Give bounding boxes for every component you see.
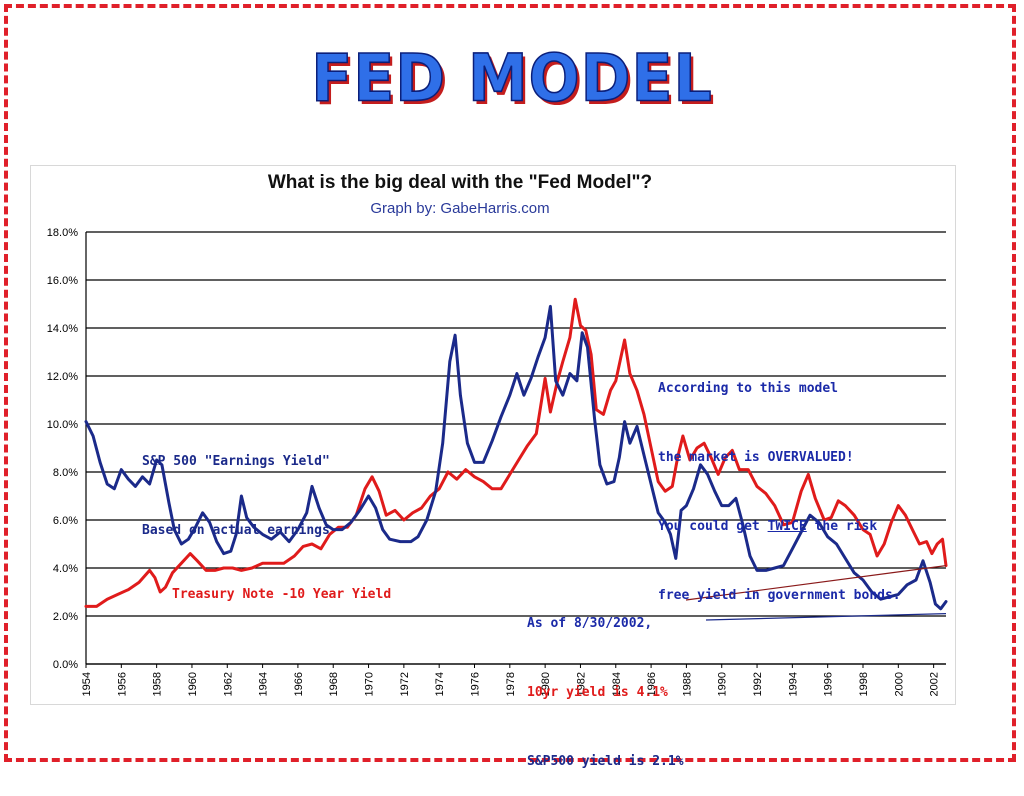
x-tick-label: 1984: [611, 672, 623, 696]
earnings-yield-label: S&P 500 "Earnings Yield" Based on actual…: [142, 404, 330, 565]
pointer-sp500-yield: [705, 613, 947, 621]
y-tick-label: 2.0%: [53, 611, 78, 623]
earnings-yield-label-line2: Based on actual earnings: [142, 523, 330, 538]
y-tick-label: 6.0%: [53, 515, 78, 527]
x-tick-label: 1988: [681, 672, 693, 696]
series-sp500-earnings-yield: [84, 304, 948, 611]
overvalued-note: According to this model the market is OV…: [658, 331, 901, 630]
y-tick-label: 8.0%: [53, 467, 78, 479]
overvalued-note-line3-post: the risk: [806, 519, 878, 534]
plot-area: [86, 232, 946, 664]
slide-title: FED MODEL: [311, 40, 713, 117]
y-tick-label: 12.0%: [47, 371, 78, 383]
x-tick-label: 1960: [187, 672, 199, 696]
x-tick-label: 1972: [399, 672, 411, 696]
x-tick-label: 1958: [152, 672, 164, 696]
x-tick-label: 2002: [929, 672, 941, 696]
overvalued-note-line2: the market is OVERVALUED!: [658, 450, 854, 465]
x-tick-label: 1994: [787, 672, 799, 696]
x-tick-label: 1976: [470, 672, 482, 696]
chart-subtitle: Graph by: GabeHarris.com: [370, 200, 550, 217]
y-tick-label: 0.0%: [53, 659, 78, 671]
y-tick-label: 16.0%: [47, 275, 78, 287]
x-tick-label: 1966: [293, 672, 305, 696]
y-tick-label: 10.0%: [47, 419, 78, 431]
overvalued-note-line1: According to this model: [658, 381, 839, 396]
pointer-10yr-yield: [685, 565, 947, 601]
overvalued-note-line3: You could get TWICE the risk: [658, 515, 901, 538]
x-tick-label: 2000: [893, 672, 905, 696]
treasury-label: Treasury Note -10 Year Yield: [172, 587, 392, 602]
x-tick-label: 1964: [258, 672, 270, 696]
slide-border: [4, 4, 1016, 762]
as-of-note: As of 8/30/2002, 10yr yield is 4.1% S&P5…: [527, 566, 684, 796]
as-of-date: As of 8/30/2002,: [527, 616, 653, 631]
x-tick-label: 1990: [717, 672, 729, 696]
x-tick-label: 1968: [328, 672, 340, 696]
overvalued-note-line3-pre: You could get: [658, 519, 768, 534]
y-tick-label: 4.0%: [53, 563, 78, 575]
x-tick-label: 1982: [575, 672, 587, 696]
x-tick-label: 1992: [752, 672, 764, 696]
earnings-yield-label-line1: S&P 500 "Earnings Yield": [142, 454, 330, 469]
series-treasury-10yr-yield: [84, 297, 948, 608]
y-tick-label: 18.0%: [47, 227, 78, 239]
overvalued-note-twice: TWICE: [767, 519, 807, 534]
x-tick-label: 1996: [823, 672, 835, 696]
x-tick-label: 1956: [116, 672, 128, 696]
chart-title: What is the big deal with the "Fed Model…: [267, 172, 653, 193]
as-of-10yr-yield: 10yr yield is 4.1%: [527, 685, 668, 700]
x-tick-label: 1954: [81, 672, 93, 696]
x-tick-label: 1962: [222, 672, 234, 696]
y-tick-label: 14.0%: [47, 323, 78, 335]
x-tick-label: 1998: [858, 672, 870, 696]
fed-model-chart: 0.0% 2.0% 4.0% 6.0% 8.0% 10.0% 12.0% 14.0% 16.0%…: [47, 227, 948, 696]
x-tick-label: 1970: [364, 672, 376, 696]
x-tick-label: 1974: [434, 672, 446, 696]
overvalued-note-line4: free yield in government bonds.: [658, 588, 901, 603]
x-tick-label: 1980: [540, 672, 552, 696]
x-tick-label: 1986: [646, 672, 658, 696]
as-of-sp500-yield: S&P500 yield is 2.1%: [527, 754, 684, 769]
x-tick-label: 1978: [505, 672, 517, 696]
